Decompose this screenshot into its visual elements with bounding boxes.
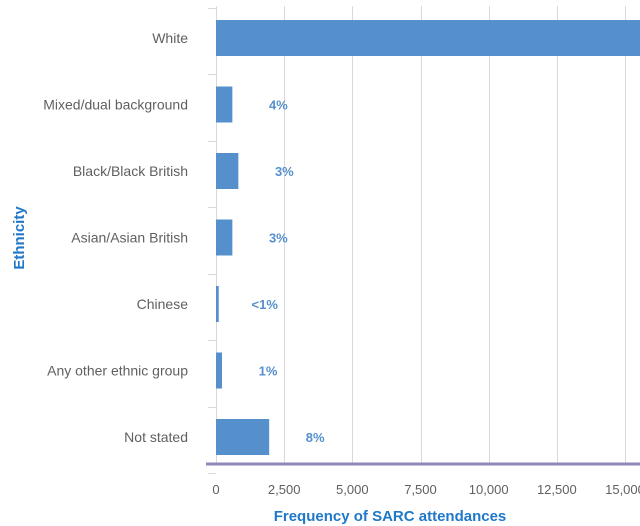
data-label: 3% — [269, 231, 288, 246]
x-tick-label: 5,000 — [336, 482, 369, 497]
category-labels: White Mixed/dual background Black/Black Br… — [43, 30, 188, 445]
gridlines — [208, 6, 626, 474]
bar — [216, 153, 239, 189]
data-label: 8% — [306, 430, 325, 445]
data-label: <1% — [252, 297, 279, 312]
x-tick-label: 10,000 — [469, 482, 509, 497]
category-label: Mixed/dual background — [43, 97, 188, 113]
data-label: 3% — [275, 164, 294, 179]
y-axis-title: Ethnicity — [11, 206, 28, 270]
bar — [216, 286, 219, 322]
x-tick-label: 0 — [212, 482, 219, 497]
data-labels: 4% 3% 3% <1% 1% 8% — [252, 98, 325, 446]
bar — [216, 86, 233, 123]
category-label: Chinese — [137, 296, 189, 312]
data-label: 1% — [259, 364, 278, 379]
category-label: Asian/Asian British — [71, 230, 188, 246]
x-tick-label: 7,500 — [404, 482, 437, 497]
x-tick-label: 15,000 — [605, 482, 640, 497]
category-label: White — [152, 30, 188, 46]
x-tick-label: 2,500 — [268, 482, 301, 497]
x-tick-label: 12,500 — [537, 482, 577, 497]
category-label: Any other ethnic group — [47, 363, 188, 379]
category-label: Not stated — [124, 429, 188, 445]
x-axis-title: Frequency of SARC attendances — [274, 508, 507, 525]
bar — [216, 219, 233, 256]
bar — [216, 20, 640, 56]
data-label: 4% — [269, 98, 288, 113]
bars — [216, 20, 640, 455]
category-label: Black/Black British — [73, 163, 188, 179]
bar — [216, 419, 270, 455]
x-tick-labels: 0 2,500 5,000 7,500 10,000 12,500 15,000 — [212, 482, 640, 497]
bar — [216, 352, 222, 389]
